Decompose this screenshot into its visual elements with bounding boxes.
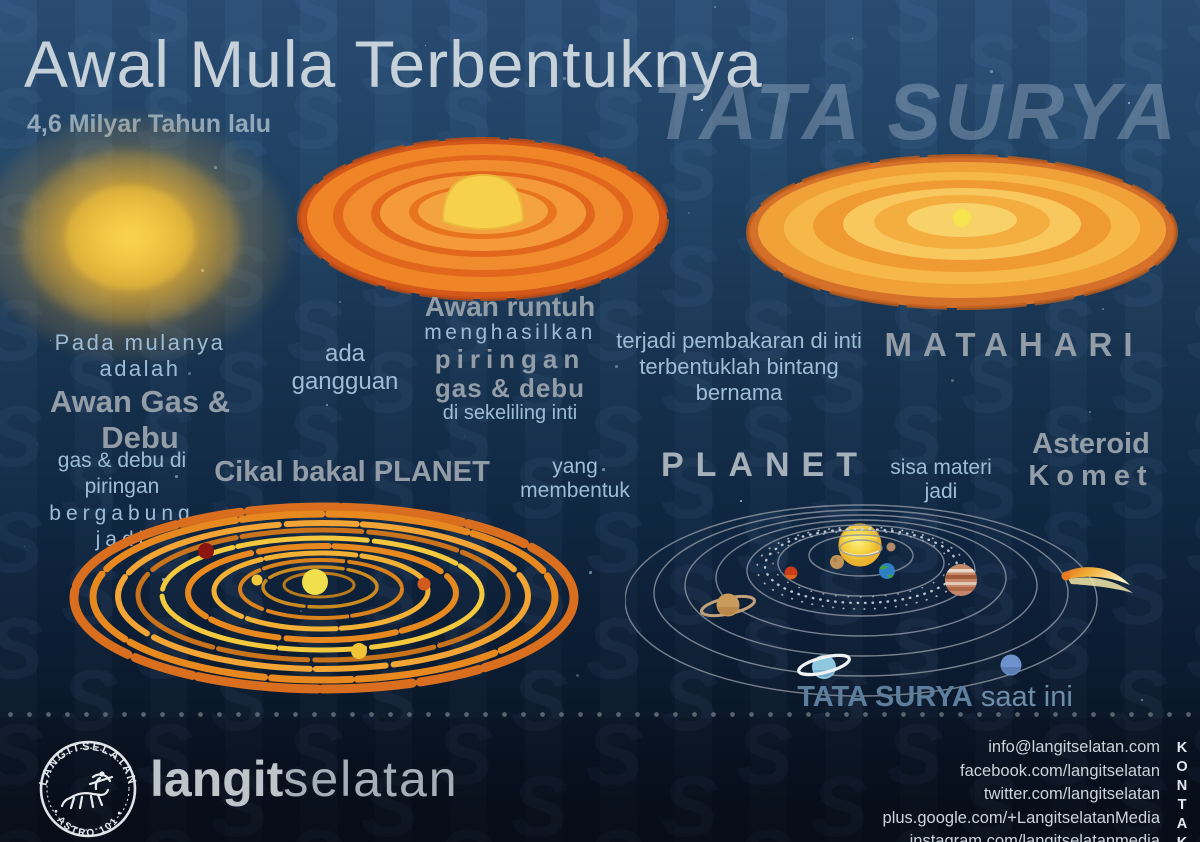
protoplanet-red [198, 543, 214, 559]
contact-email: info@langitselatan.com [988, 738, 1160, 756]
langitselatan-stamp-logo: LANGITSELATAN • ASTRO 101 • [37, 740, 138, 840]
jupiter [945, 564, 977, 596]
asteroid-label: Asteroid [1032, 428, 1150, 460]
cikal-bakal-planet-label: Cikal bakal PLANET [214, 456, 490, 488]
planet-label: PLANET [661, 446, 869, 484]
contact-instagram: instagram.com/langitselatanmedia [909, 832, 1160, 842]
asteroid-komet-label: Asteroid Komet [1016, 428, 1166, 493]
uranus [797, 653, 851, 679]
step6-caption: yang membentuk [520, 455, 630, 502]
step4-line1: terjadi pembakaran di inti [616, 328, 862, 353]
tata-surya-saat-ini-label: TATA SURYA saat ini [770, 681, 1100, 714]
step3-line5: di sekeliling inti [442, 402, 578, 424]
protoplanet-orange [417, 577, 431, 591]
protoplanet-small-yellow [251, 574, 263, 586]
planet-orbits [625, 504, 1098, 697]
step5-line2: bergabung jadi [49, 501, 195, 551]
protoplanet-yellow [351, 643, 367, 659]
step5-line1: gas & debu di piringan [57, 449, 187, 499]
contact-twitter: twitter.com/langitselatan [983, 785, 1160, 803]
step1-line2: Awan Gas & Debu [49, 384, 231, 455]
contact-googleplus: plus.google.com/+LangitselatanMedia [882, 808, 1160, 827]
protoplanetary-rings-illustration [69, 502, 579, 694]
step3-line1: Awan runtuh [424, 291, 596, 322]
brand-wordmark: langitselatan [150, 750, 459, 808]
page-title-big: TATA SURYA [652, 67, 1180, 156]
svg-text:LANGITSELATAN: LANGITSELATAN [37, 741, 138, 787]
step4-line2: terbentuklah bintang bernama [639, 353, 839, 405]
brand-light: selatan [283, 751, 459, 807]
footer-shade [0, 718, 1200, 842]
sun-ignition-disk-illustration [746, 154, 1178, 310]
saturn [700, 593, 756, 618]
contact-list: info@langitselatan.com facebook.com/lang… [740, 736, 1160, 842]
step3-line4: gas & debu [434, 373, 586, 403]
brand-bold: langit [150, 751, 284, 807]
proto-sun [302, 569, 328, 595]
svg-text:• ASTRO 101 •: • ASTRO 101 • [49, 808, 126, 840]
nebula-core-glow [65, 185, 195, 290]
newborn-sun-dot [953, 209, 971, 227]
komet-label: Komet [1028, 460, 1154, 493]
page-title: Awal Mula Terbentuknya [24, 27, 763, 101]
step1-caption: Pada mulanya adalah Awan Gas & Debu [20, 330, 260, 456]
comet [1061, 567, 1133, 593]
stamp-top-text: LANGITSELATAN [37, 741, 136, 787]
stamp-bottom-text: • ASTRO 101 • [49, 808, 124, 840]
mars [784, 566, 798, 580]
saat-ini-text: saat ini [972, 681, 1073, 713]
step5-caption: gas & debu di piringan bergabung jadi [22, 448, 222, 553]
gas-dust-nebula-illustration [0, 115, 290, 360]
solar-system-illustration [625, 504, 1133, 697]
venus [830, 555, 844, 569]
step3-line3: piringan [434, 344, 586, 374]
neptune [1000, 654, 1022, 676]
step3-line2: menghasilkan [424, 321, 596, 344]
step4-caption: terjadi pembakaran di inti terbentuklah … [608, 328, 870, 406]
footer-dotted-divider [8, 712, 1192, 718]
centaur-archer-icon [60, 771, 114, 810]
step1-line1: Pada mulanya adalah [54, 330, 226, 381]
tata-surya-bold: TATA SURYA [797, 681, 973, 713]
step3-caption: Awan runtuh menghasilkan piringan gas & … [405, 291, 615, 424]
earth [879, 563, 895, 579]
kontak-vertical-label: KONTAK [1174, 740, 1190, 842]
contact-facebook: facebook.com/langitselatan [960, 761, 1160, 780]
step2-caption: ada gangguan [291, 340, 399, 395]
mercury [886, 542, 896, 552]
matahari-label: MATAHARI [884, 326, 1144, 363]
step7-caption: sisa materi jadi [890, 456, 992, 503]
protostar-core-dome [441, 173, 525, 230]
protostar-disk-illustration [297, 137, 669, 301]
